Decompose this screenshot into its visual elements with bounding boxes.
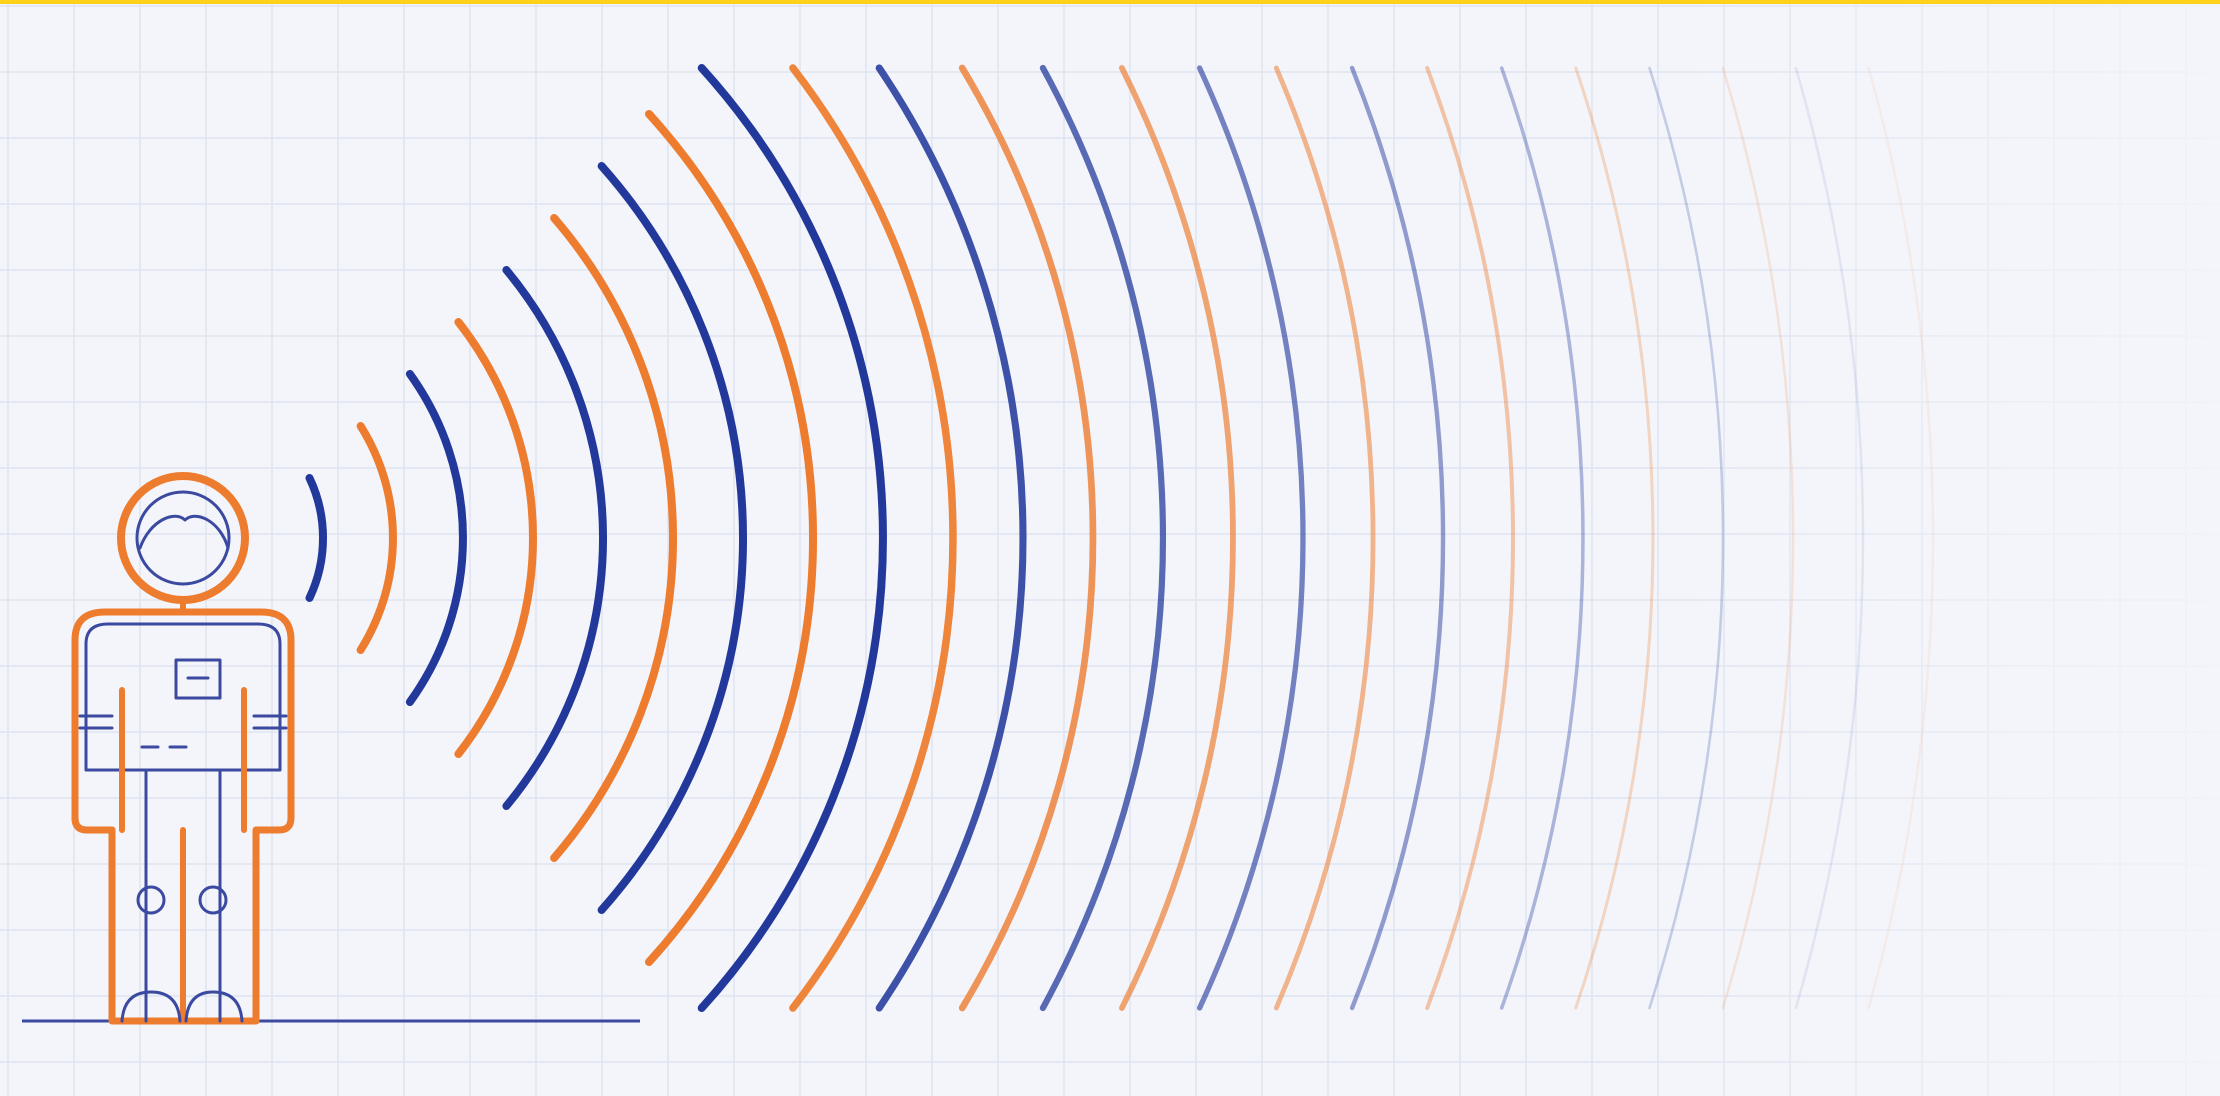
right-knee [198,885,228,915]
sound-wave-arc [1648,66,1725,1010]
hair [138,514,230,550]
sound-wave-arc [597,162,748,914]
sound-wave-arc [1196,65,1306,1011]
sound-wave-arc [405,370,467,706]
sound-wave-arc [645,110,817,966]
sound-wave-arc [1425,66,1516,1010]
sound-wave-arc [958,64,1097,1012]
sound-wave-arc [1119,65,1236,1011]
sound-wave-arc [1867,66,1935,1010]
sound-wave-arc [1499,66,1585,1010]
top-border [0,0,2220,4]
sound-wave-arc [550,214,678,862]
suit-inner [84,622,282,772]
sound-wave-arc [454,318,538,758]
left-knee [136,885,166,915]
right-boot [184,990,244,1023]
sound-wave-arc [1273,65,1376,1011]
sound-wave-arc [875,64,1027,1012]
left-boot [120,990,182,1023]
sound-wave-arc [697,64,887,1012]
astronaut-icon [71,472,295,1025]
sound-wave-arc [502,266,607,810]
sound-wave-arcs [305,64,1935,1012]
sound-wave-arc [789,64,957,1012]
sound-wave-arc [305,474,327,602]
sound-wave-arc [1039,64,1167,1012]
sound-wave-arc [1349,65,1446,1011]
sound-wave-arc [1574,66,1655,1010]
helmet-visor [135,490,231,586]
sound-wave-arc [1721,66,1795,1010]
sound-wave-arc [356,422,397,654]
chest-panel [174,658,222,700]
sound-wave-arc [1794,66,1865,1010]
